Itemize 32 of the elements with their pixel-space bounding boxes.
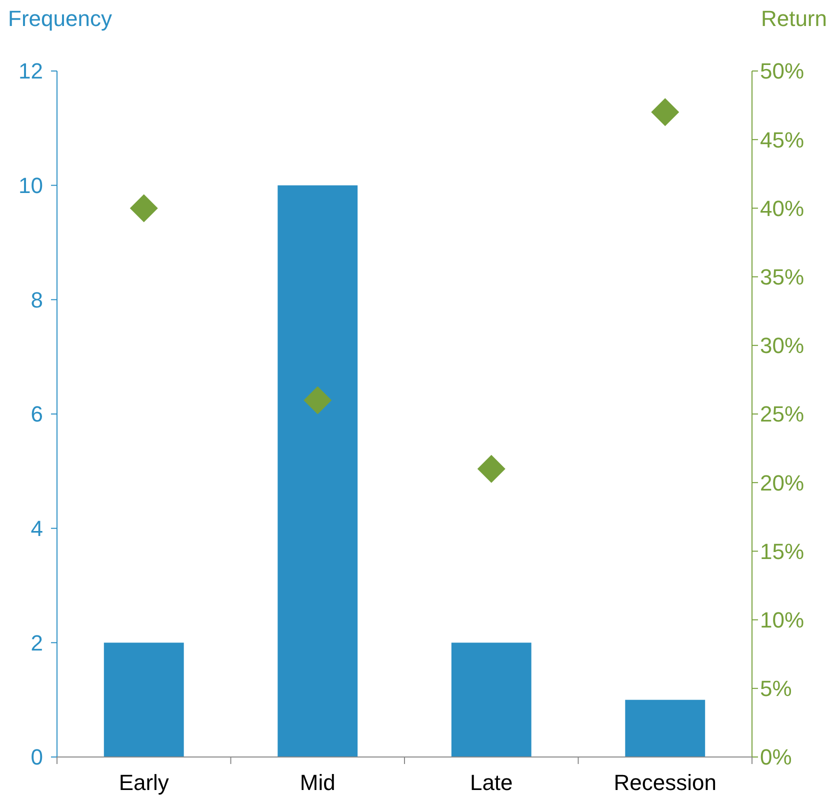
y2-tick-label: 5% — [760, 676, 792, 702]
y-tick-label: 12 — [18, 58, 43, 84]
bar — [451, 642, 532, 757]
y2-tick-label: 50% — [760, 58, 804, 84]
y2-tick-label: 15% — [760, 538, 804, 564]
y-tick-label: 10 — [18, 173, 43, 198]
point — [304, 386, 332, 414]
y-tick-label: 8 — [30, 287, 43, 312]
x-tick-label: Mid — [300, 770, 336, 795]
bar — [104, 642, 184, 757]
y2-tick-label: 40% — [760, 196, 804, 221]
point — [651, 98, 680, 126]
x-tick-label: Recession — [614, 770, 716, 795]
y-tick-label: 4 — [30, 516, 43, 542]
y2-tick-label: 30% — [760, 333, 804, 358]
bar — [625, 700, 706, 757]
y2-tick-label: 25% — [760, 402, 804, 427]
y2-tick-label: 20% — [760, 470, 804, 496]
y-tick-label: 0 — [30, 744, 43, 770]
y-tick-label: 2 — [30, 630, 43, 656]
y2-tick-label: 35% — [760, 264, 804, 290]
y-tick-label: 6 — [30, 402, 43, 427]
x-tick-label: Early — [118, 770, 169, 795]
y2-tick-label: 0% — [760, 744, 792, 770]
y2-tick-label: 45% — [760, 127, 804, 152]
bar — [278, 185, 358, 757]
y2-tick-label: 10% — [760, 608, 804, 632]
x-tick-label: Late — [470, 770, 513, 795]
y-axis-title: Frequency — [8, 6, 112, 31]
point — [477, 454, 506, 483]
point — [130, 194, 158, 222]
y2-axis-title: Return — [760, 6, 827, 31]
